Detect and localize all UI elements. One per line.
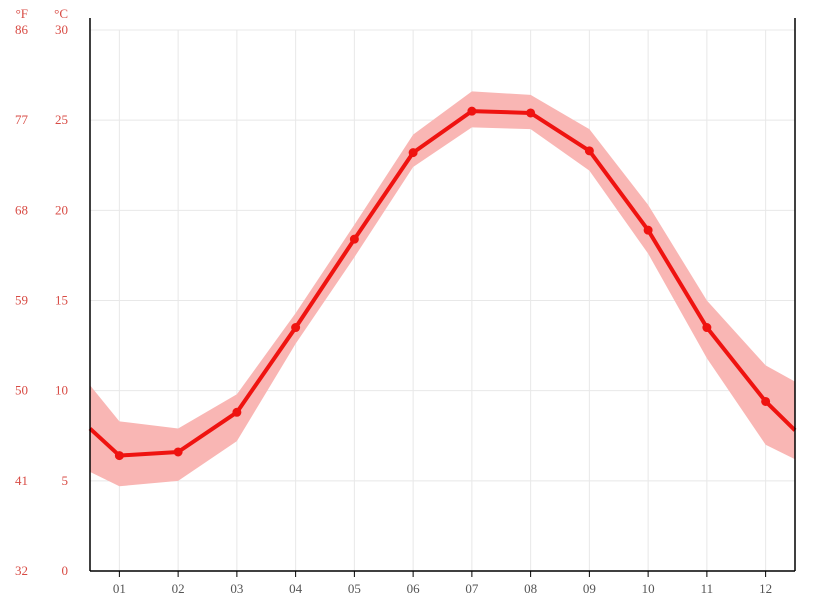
data-point <box>233 409 240 416</box>
x-tick-label: 02 <box>172 581 185 596</box>
y-axis-header-f: °F <box>16 6 28 21</box>
data-point <box>703 324 710 331</box>
y-tick-label-f: 59 <box>15 293 28 308</box>
temperature-chart: 32415059687786051015202530°F°C0102030405… <box>0 0 815 611</box>
data-point <box>586 147 593 154</box>
y-tick-label-c: 15 <box>55 293 68 308</box>
y-tick-label-c: 5 <box>62 473 69 488</box>
y-tick-label-c: 25 <box>55 112 68 127</box>
x-tick-label: 04 <box>289 581 303 596</box>
y-tick-label-f: 68 <box>15 202 28 217</box>
y-tick-label-f: 41 <box>15 473 28 488</box>
x-tick-label: 07 <box>465 581 479 596</box>
data-point <box>468 108 475 115</box>
y-tick-label-f: 50 <box>15 383 28 398</box>
data-point <box>645 227 652 234</box>
x-tick-label: 08 <box>524 581 537 596</box>
y-tick-label-f: 86 <box>15 22 29 37</box>
y-tick-label-c: 0 <box>62 563 69 578</box>
chart-svg: 32415059687786051015202530°F°C0102030405… <box>0 0 815 611</box>
x-tick-label: 06 <box>407 581 421 596</box>
y-tick-label-f: 32 <box>15 563 28 578</box>
x-tick-label: 09 <box>583 581 596 596</box>
y-axis-header-c: °C <box>54 6 68 21</box>
data-point <box>410 149 417 156</box>
y-tick-label-c: 30 <box>55 22 68 37</box>
x-tick-label: 11 <box>701 581 714 596</box>
x-tick-label: 01 <box>113 581 126 596</box>
temperature-band <box>90 91 795 486</box>
y-tick-label-f: 77 <box>15 112 29 127</box>
data-point <box>527 109 534 116</box>
data-point <box>351 236 358 243</box>
x-tick-label: 05 <box>348 581 361 596</box>
data-point <box>762 398 769 405</box>
data-point <box>175 448 182 455</box>
x-tick-label: 10 <box>642 581 655 596</box>
x-tick-label: 12 <box>759 581 772 596</box>
y-tick-label-c: 20 <box>55 202 68 217</box>
y-tick-label-c: 10 <box>55 383 68 398</box>
x-tick-label: 03 <box>230 581 243 596</box>
data-point <box>292 324 299 331</box>
data-point <box>116 452 123 459</box>
